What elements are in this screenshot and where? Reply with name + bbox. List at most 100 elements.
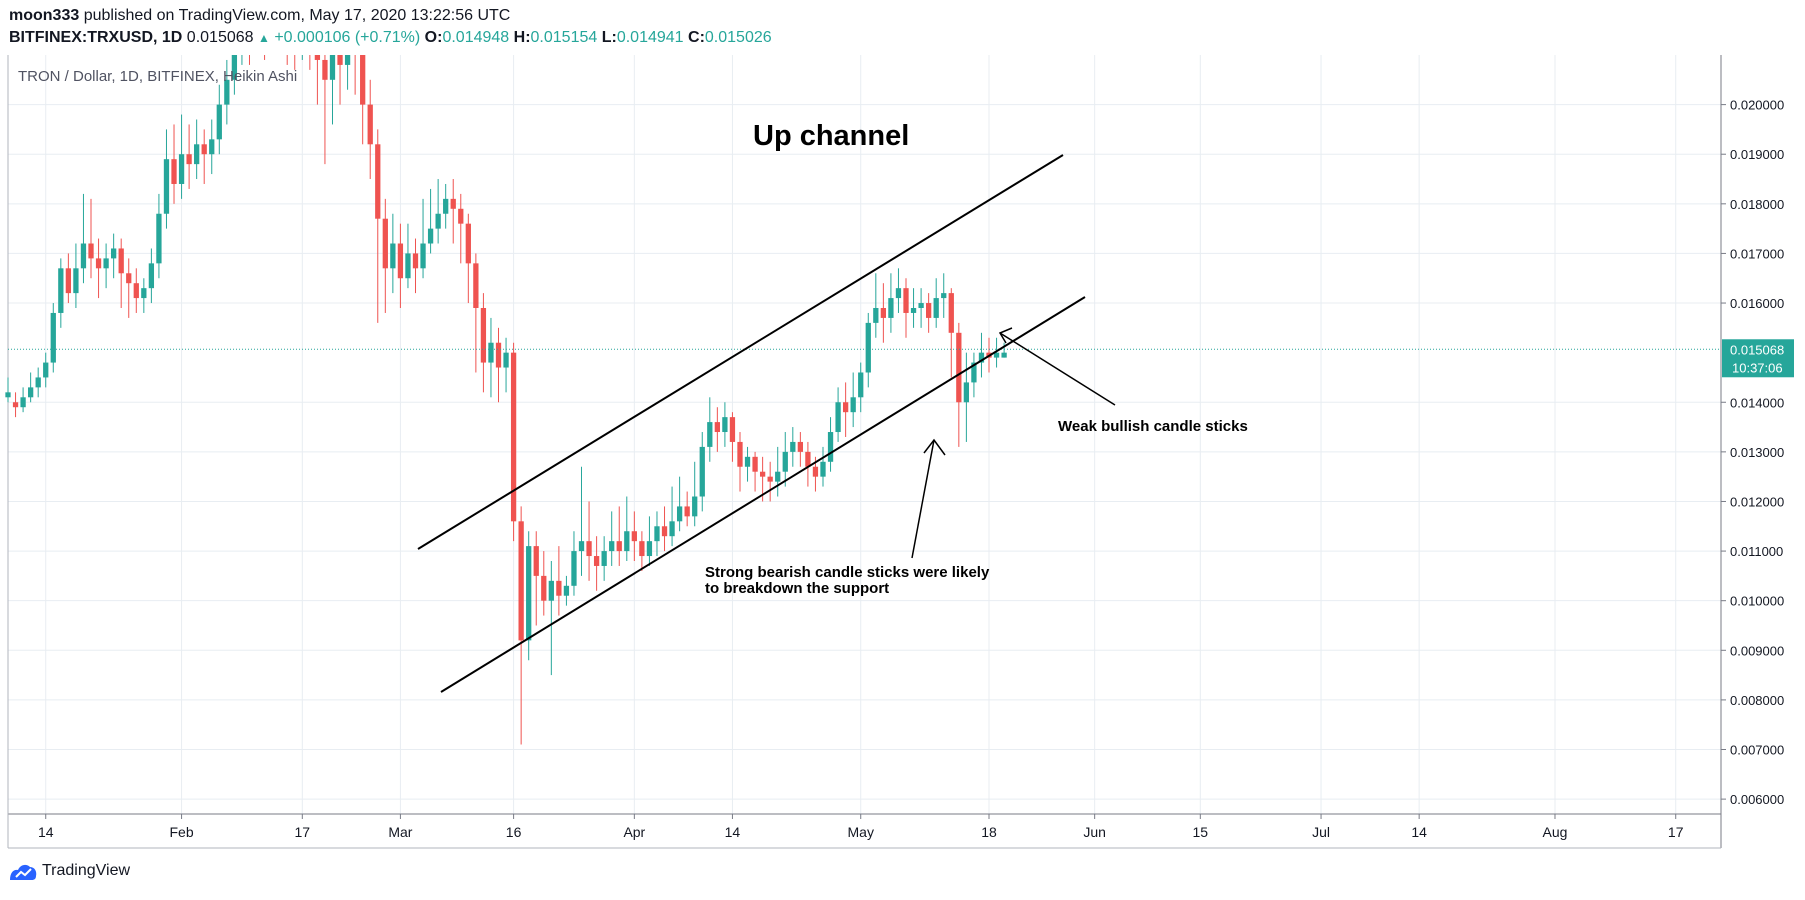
candle-body xyxy=(609,541,615,552)
candle-body xyxy=(231,55,238,80)
x-tick-label: 14 xyxy=(38,824,54,840)
candle-body xyxy=(971,362,977,383)
x-tick-label: Mar xyxy=(388,824,412,840)
candle-body xyxy=(156,213,162,264)
candle-body xyxy=(488,342,494,363)
candle-body xyxy=(926,303,932,318)
ohlc-legend: BITFINEX:TRXUSD, 1D 0.015068 ▲ +0.000106… xyxy=(9,28,772,48)
candle-body xyxy=(473,263,479,308)
up-channel-label[interactable]: Up channel xyxy=(753,120,909,152)
strong-bearish-label-line2[interactable]: to breakdown the support xyxy=(705,580,889,597)
y-tick-label: 0.012000 xyxy=(1730,494,1784,509)
candle-body xyxy=(616,541,622,552)
candle-body xyxy=(73,268,79,294)
price-axis-ticks: 0.020000 0.019000 0.018000 0.017000 0.016000… xyxy=(1721,98,1784,807)
candle-body xyxy=(858,372,864,398)
weak-bullish-label[interactable]: Weak bullish candle sticks xyxy=(1058,418,1248,435)
candle-body xyxy=(405,253,411,279)
candle-body xyxy=(775,471,781,482)
candle-body xyxy=(43,362,49,378)
y-tick-label: 0.013000 xyxy=(1730,445,1784,460)
drawings: Up channel Weak bullish candle sticks St… xyxy=(417,120,1248,693)
candle-body xyxy=(397,243,404,279)
candle-body xyxy=(812,466,819,477)
candle-body xyxy=(329,55,336,80)
candle-body xyxy=(790,441,796,452)
x-tick-label: May xyxy=(848,824,874,840)
candle-body xyxy=(103,258,109,269)
candle-body xyxy=(5,392,11,398)
candle-body xyxy=(669,521,675,537)
candle-body xyxy=(50,312,56,363)
candle-body xyxy=(729,417,736,442)
candle-body xyxy=(571,551,577,586)
last-price-value: 0.015068 xyxy=(1730,342,1784,357)
arrow-weak-bullish[interactable] xyxy=(999,332,1116,406)
x-tick-label: Feb xyxy=(170,824,194,840)
candle-body xyxy=(27,387,34,398)
candle-body xyxy=(133,283,139,299)
x-tick-label: 15 xyxy=(1193,824,1209,840)
candle-body xyxy=(918,303,924,308)
x-tick-label: Aug xyxy=(1543,824,1568,840)
candle-body xyxy=(420,243,426,269)
symbol-label[interactable]: BITFINEX:TRXUSD, 1D xyxy=(9,29,183,46)
candle-body xyxy=(744,456,751,467)
candle-body xyxy=(427,228,434,244)
tradingview-logo-icon xyxy=(10,864,37,880)
candle-body xyxy=(767,476,773,482)
candle-body xyxy=(35,377,41,388)
candle-body xyxy=(978,352,985,363)
x-tick-label: Apr xyxy=(623,824,645,840)
x-tick-label: 18 xyxy=(981,824,997,840)
y-tick-label: 0.007000 xyxy=(1730,743,1784,758)
strong-bearish-label-line1[interactable]: Strong bearish candle sticks were likely xyxy=(705,564,990,581)
candle-body xyxy=(903,288,909,313)
candle-body xyxy=(933,298,939,318)
candle-body xyxy=(495,342,502,368)
arrowhead-strong-bearish xyxy=(923,438,946,456)
candle-body xyxy=(752,456,758,472)
price-badge: 0.015068 10:37:06 xyxy=(1722,339,1794,378)
close-value: 0.015026 xyxy=(704,29,772,46)
x-tick-label: Jul xyxy=(1312,824,1330,840)
candle-body xyxy=(148,263,155,289)
candle-body xyxy=(80,243,87,269)
y-tick-label: 0.010000 xyxy=(1730,594,1784,609)
author-name[interactable]: moon333 xyxy=(9,7,80,24)
candle-body xyxy=(835,402,841,433)
arrow-strong-bearish[interactable] xyxy=(911,439,935,559)
candle-body xyxy=(684,506,690,517)
y-tick-label: 0.019000 xyxy=(1730,147,1784,162)
candle-body xyxy=(443,198,449,214)
channel-lower-line[interactable] xyxy=(440,296,1086,693)
candle-body xyxy=(722,417,728,433)
candle-body xyxy=(578,541,585,552)
candle-body xyxy=(322,59,328,80)
candle-body xyxy=(518,521,524,641)
tradingview-branding[interactable]: TradingView xyxy=(8,860,130,882)
candle-body xyxy=(337,55,343,65)
high-label: H: xyxy=(513,29,531,46)
candle-body xyxy=(601,551,607,566)
channel-upper-line[interactable] xyxy=(417,154,1064,550)
candle-body xyxy=(850,397,856,413)
candle-body xyxy=(624,531,630,552)
last-price-label: 0.015068 xyxy=(186,29,254,46)
publish-info: moon333 published on TradingView.com, Ma… xyxy=(9,6,510,26)
candle-body xyxy=(178,154,185,184)
candle-body xyxy=(692,496,698,517)
candle-body xyxy=(593,556,600,566)
candle-body xyxy=(314,55,321,60)
candle-body xyxy=(503,352,509,368)
publish-date: published on TradingView.com, May 17, 20… xyxy=(83,7,511,24)
candle-body xyxy=(65,268,72,294)
candle-body xyxy=(714,422,720,433)
candle-body xyxy=(209,139,215,155)
candle-body xyxy=(58,268,64,313)
candle-body xyxy=(737,441,743,467)
candle-body xyxy=(556,580,562,596)
candle-body xyxy=(20,397,26,408)
